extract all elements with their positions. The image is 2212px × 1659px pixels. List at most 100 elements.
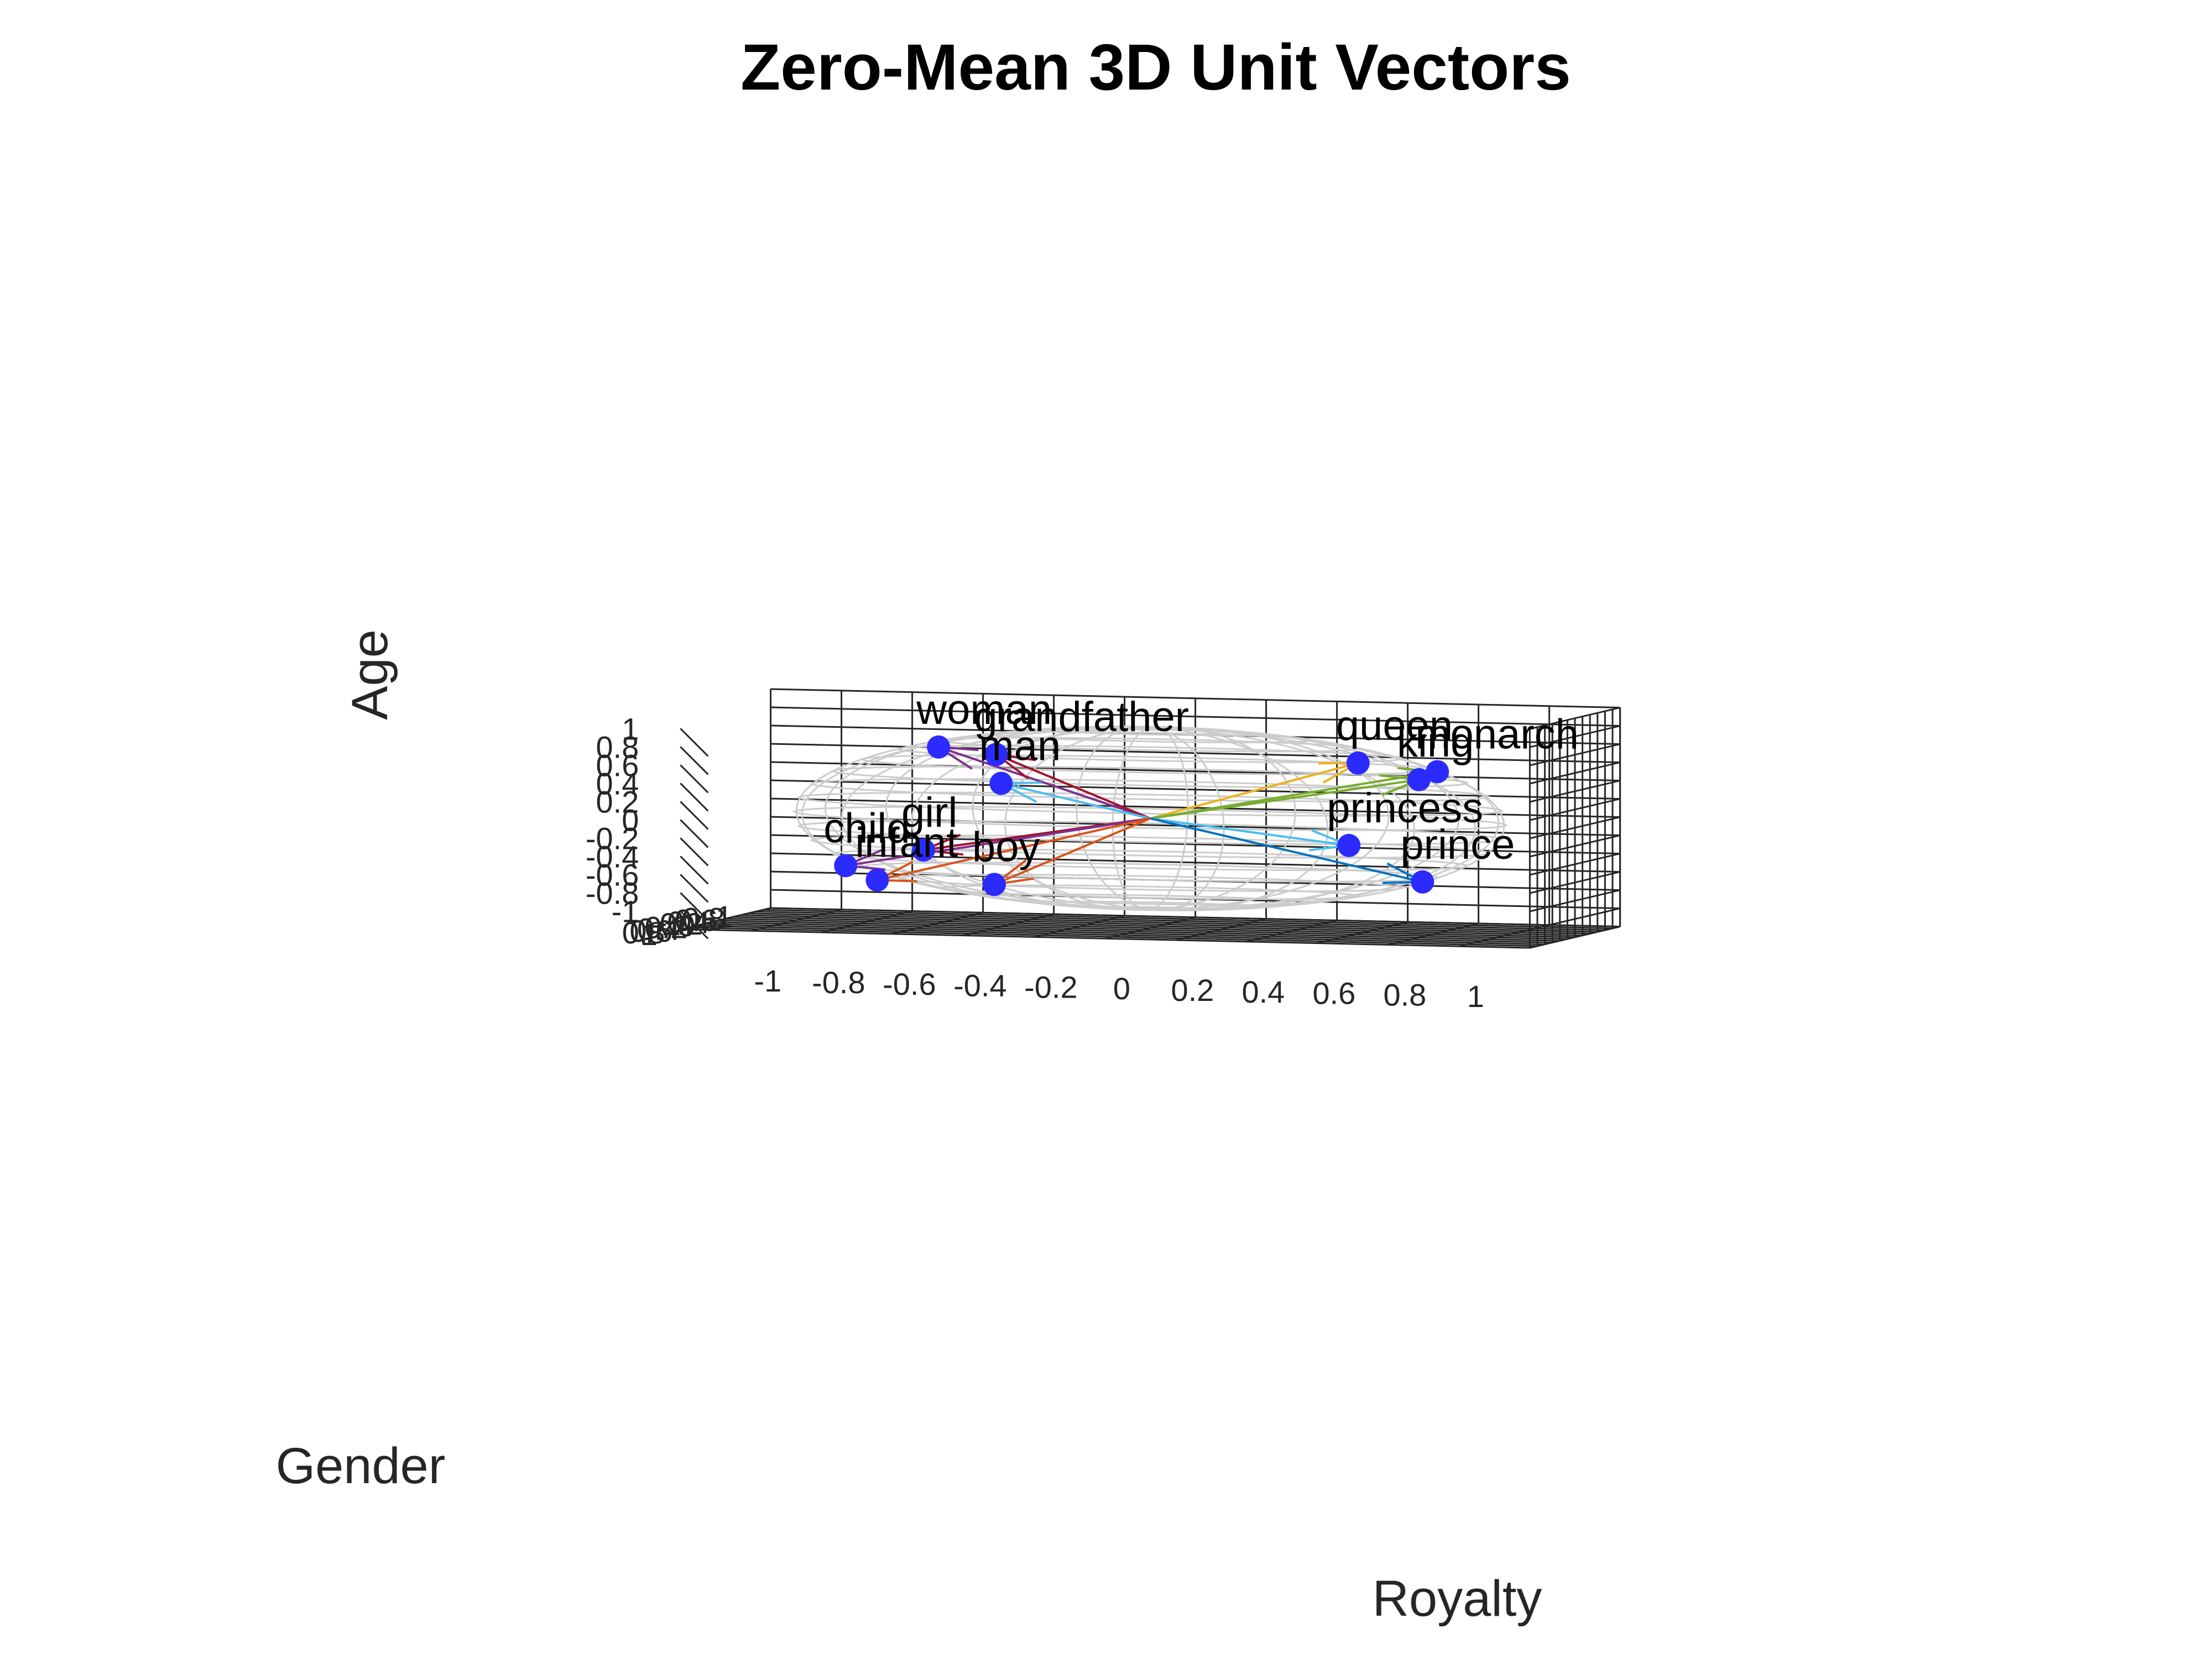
side-wall-grid-line — [1530, 743, 1620, 766]
z-tick-label: -0.8 — [586, 875, 639, 910]
x-tick-label: 0.4 — [1241, 974, 1285, 1009]
y-tick-label: 0 — [678, 908, 695, 943]
sphere-longitude-line — [1150, 726, 1500, 911]
tick-labels: 10.80.60.40.20-0.2-0.4-0.6-0.8-1-1 -0.8 -0… — [586, 711, 1484, 1014]
vector-arrow-boy — [994, 817, 1151, 886]
y-tick-label: 1 — [640, 917, 658, 952]
z-tick-mark — [680, 874, 709, 903]
z-tick-label: -0.2 — [586, 821, 639, 855]
z-tick-label: -0.6 — [586, 857, 639, 892]
vector-arrow-infant — [877, 817, 1151, 881]
vector-arrow-child — [845, 817, 1151, 867]
floor-grid — [680, 907, 1620, 949]
z-tick-mark — [680, 801, 709, 830]
data-point-infant — [865, 868, 889, 892]
x-tick-label: -0.2 — [1024, 969, 1078, 1004]
sphere-longitude-line — [972, 726, 1151, 911]
data-point-man — [989, 771, 1013, 795]
z-tick-label: 0.6 — [596, 748, 639, 782]
point-label-queen: queen — [1336, 702, 1453, 749]
vector-arrow-man — [1000, 782, 1151, 820]
z-tick-label: -1 — [612, 894, 639, 928]
y-tick-label: 0.4 — [637, 912, 680, 947]
sphere-longitude-line — [1150, 726, 1477, 911]
side-wall-grid-line — [1530, 725, 1620, 748]
z-tick-mark — [680, 782, 709, 812]
sphere-longitude-line — [1076, 726, 1151, 911]
y-tick-label: -0.4 — [657, 905, 711, 940]
x-tick-label: -0.8 — [812, 965, 865, 1000]
vector-arrow-queen — [1150, 761, 1359, 820]
z-tick-mark — [680, 764, 709, 794]
vector-arrow-prince — [1150, 817, 1423, 883]
data-point-monarch — [1426, 760, 1449, 784]
point-label-princess: princess — [1327, 785, 1483, 832]
sphere-longitude-line — [795, 726, 1151, 911]
z-tick-mark — [680, 728, 709, 757]
vector-arrow-woman — [938, 745, 1151, 820]
z-tick-mark — [680, 855, 709, 885]
y-tick-label: -0.8 — [672, 901, 726, 936]
point-label-child: child — [823, 805, 910, 852]
sphere-longitude-line — [1150, 726, 1390, 911]
y-tick-label: 0.6 — [629, 914, 672, 948]
floor-grid-line — [695, 925, 1545, 946]
vector-arrow-grandfather — [995, 753, 1151, 820]
z-tick-label: 0.4 — [596, 766, 639, 801]
x-tick-label: -1 — [754, 963, 782, 998]
point-label-prince: prince — [1400, 821, 1515, 868]
z-tick-label: 0.2 — [596, 784, 639, 819]
sphere-longitude-line — [1150, 726, 1460, 911]
vector-arrow-king — [1150, 778, 1420, 820]
side-wall-grid-line — [1530, 707, 1620, 730]
unit-sphere-wireframe — [792, 726, 1508, 911]
z-tick-mark — [680, 819, 709, 848]
y-tick-label: 0.8 — [622, 915, 665, 950]
data-point-princess — [1337, 833, 1361, 857]
chart-title: Zero-Mean 3D Unit Vectors — [740, 31, 1571, 104]
z-axis-label: Age — [342, 629, 398, 720]
side-wall-grid — [1528, 707, 1621, 949]
floor-grid-line — [687, 926, 1538, 947]
y-tick-label: -1 — [705, 899, 733, 934]
sphere-longitude-line — [1004, 726, 1151, 911]
data-point-king — [1407, 768, 1431, 791]
z-tick-label: 1 — [622, 711, 639, 746]
sphere-longitude-line — [1150, 726, 1189, 911]
sphere-longitude-line — [885, 726, 1151, 911]
y-tick-label: -0.2 — [649, 906, 703, 941]
y-tick-label: -0.6 — [664, 903, 718, 938]
z-tick-label: 0.8 — [596, 729, 639, 764]
sphere-longitude-line — [1150, 726, 1416, 911]
y-axis-label: Gender — [276, 1438, 446, 1494]
x-tick-label: 0.6 — [1312, 976, 1355, 1011]
data-point-boy — [983, 873, 1006, 896]
point-label-woman: woman — [916, 686, 1052, 733]
data-point-prince — [1411, 870, 1434, 894]
point-label-infant: infant — [855, 820, 958, 867]
point-label-girl: girl — [901, 789, 957, 836]
sphere-longitude-line — [801, 726, 1151, 911]
data-point-woman — [927, 735, 951, 759]
data-point-queen — [1346, 751, 1370, 775]
data-point-child — [834, 854, 858, 878]
z-tick-mark — [680, 746, 709, 775]
x-tick-label: 0.8 — [1383, 977, 1426, 1012]
vector-arrows — [845, 745, 1438, 886]
x-tick-label: 0 — [1113, 971, 1130, 1006]
point-label-monarch: monarch — [1415, 711, 1579, 758]
point-label-grandfather: grandfather — [974, 693, 1189, 740]
vector-arrow-princess — [1150, 817, 1349, 847]
x-tick-label: 0.2 — [1171, 973, 1214, 1008]
y-tick-label: 0.2 — [645, 910, 688, 945]
z-tick-label: -0.4 — [586, 839, 639, 874]
data-point-grandfather — [984, 743, 1008, 766]
data-point-girl — [912, 838, 935, 862]
sphere-longitude-line — [1150, 726, 1296, 911]
z-tick-label: 0 — [622, 802, 639, 837]
point-label-boy: boy — [972, 823, 1040, 870]
sphere-longitude-line — [1150, 726, 1505, 911]
point-label-king: king — [1397, 719, 1474, 766]
